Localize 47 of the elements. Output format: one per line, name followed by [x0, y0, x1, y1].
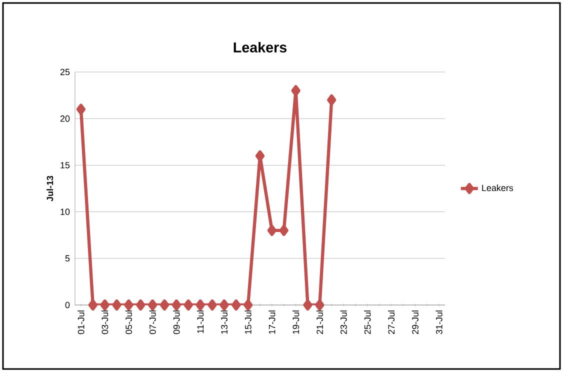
- point: [243, 299, 253, 311]
- point: [208, 299, 217, 311]
- x-tick-label: 07-Jul: [149, 310, 156, 334]
- x-tick-label: 05-Jul: [125, 310, 132, 334]
- point: [303, 299, 312, 311]
- point: [100, 299, 110, 311]
- y-tick-label: 0: [65, 302, 70, 308]
- point: [327, 94, 336, 106]
- x-tick-label: 09-Jul: [173, 310, 180, 334]
- y-tick-label: 5: [65, 255, 70, 262]
- x-tick-label: 31-Jul: [436, 310, 442, 334]
- point: [267, 224, 277, 236]
- x-tick-label: 15-Jul: [244, 310, 252, 334]
- x-tick-label: 27-Jul: [388, 310, 395, 334]
- point: [88, 299, 98, 311]
- x-tick-label: 29-Jul: [412, 310, 418, 334]
- x-tick-label: 19-Jul: [292, 310, 300, 334]
- y-tick-label: 15: [60, 162, 70, 168]
- point: [124, 299, 134, 311]
- point: [220, 299, 229, 311]
- x-tick-label: 25-Jul: [364, 310, 371, 334]
- x-tick-label: 23-Jul: [340, 310, 347, 334]
- y-tick-label: 20: [60, 115, 70, 122]
- point: [172, 299, 182, 311]
- point: [76, 104, 86, 115]
- point: [184, 299, 193, 311]
- point: [315, 299, 324, 311]
- x-tick-label: 21-Jul: [316, 310, 323, 334]
- point: [112, 299, 122, 311]
- point: [255, 150, 265, 162]
- point: [136, 299, 146, 311]
- point: [279, 224, 288, 236]
- y-tick-label: 25: [60, 68, 70, 76]
- point: [160, 299, 170, 311]
- y-axis-title: Jul-13: [46, 176, 54, 202]
- point: [196, 299, 205, 311]
- x-tick-label: 03-Jul: [102, 310, 108, 334]
- x-tick-label: 01-Jul: [78, 310, 84, 334]
- legend-label: Leakers: [482, 184, 514, 192]
- x-tick-label: 17-Jul: [268, 310, 276, 334]
- x-tick-label: 13-Jul: [220, 310, 228, 334]
- chart-title: Leakers: [234, 42, 287, 52]
- x-tick-label: 11-Jul: [197, 310, 204, 334]
- point: [291, 85, 300, 96]
- y-tick-label: 10: [60, 208, 70, 215]
- point: [232, 299, 241, 311]
- point: [148, 299, 158, 311]
